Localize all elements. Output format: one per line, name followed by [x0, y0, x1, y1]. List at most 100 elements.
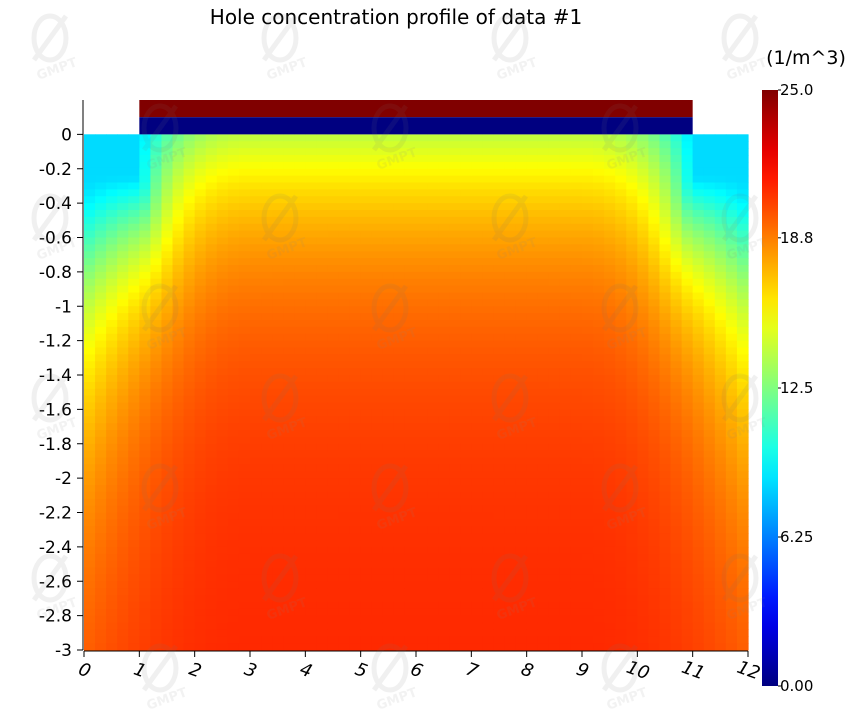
heatmap-cell: [205, 485, 218, 493]
heatmap-cell: [117, 326, 129, 335]
y-tick-label: -1.6: [39, 400, 72, 420]
heatmap-cell: [327, 430, 340, 438]
heatmap-cell: [692, 299, 705, 307]
heatmap-cell: [416, 271, 428, 280]
heatmap-cell: [593, 196, 605, 204]
heatmap-cell: [294, 430, 306, 438]
heatmap-cell: [582, 512, 594, 520]
heatmap-cell: [582, 450, 594, 459]
heatmap-cell: [261, 608, 273, 617]
heatmap-cell: [316, 546, 329, 555]
heatmap-cell: [316, 265, 329, 273]
heatmap-cell: [648, 443, 661, 452]
heatmap-cell: [493, 388, 506, 397]
heatmap-cell: [626, 354, 638, 362]
heatmap-cell: [416, 148, 428, 156]
heatmap-cell: [670, 381, 683, 390]
heatmap-cell: [139, 237, 151, 245]
heatmap-cell: [438, 608, 450, 617]
heatmap-cell: [250, 560, 262, 569]
heatmap-cell: [139, 388, 151, 397]
heatmap-cell: [393, 333, 406, 342]
heatmap-cell: [95, 595, 107, 603]
heatmap-cell: [438, 313, 450, 321]
heatmap-cell: [670, 148, 683, 156]
heatmap-cell: [493, 320, 506, 328]
heatmap-cell: [382, 402, 395, 410]
heatmap-cell: [438, 601, 450, 610]
heatmap-cell: [548, 588, 561, 596]
heatmap-cell: [194, 368, 207, 376]
heatmap-cell: [515, 409, 528, 417]
heatmap-cell: [261, 409, 273, 417]
heatmap-cell: [515, 395, 528, 404]
heatmap-cell: [261, 141, 273, 149]
heatmap-cell: [570, 395, 583, 404]
heatmap-cell: [703, 278, 716, 287]
heatmap-cell: [139, 244, 151, 252]
heatmap-cell: [714, 402, 727, 410]
heatmap-cell: [216, 168, 229, 177]
heatmap-cell: [416, 182, 428, 190]
heatmap-cell: [316, 581, 329, 589]
heatmap-cell: [593, 430, 605, 438]
heatmap-cell: [305, 340, 317, 349]
heatmap-cell: [659, 402, 672, 410]
heatmap-cell: [703, 361, 716, 369]
heatmap-cell: [559, 175, 572, 184]
heatmap-cell: [161, 299, 174, 307]
heatmap-cell: [338, 430, 351, 438]
heatmap-cell: [349, 340, 362, 349]
heatmap-cell: [460, 196, 472, 204]
heatmap-cell: [582, 223, 594, 232]
heatmap-cell: [316, 292, 329, 300]
heatmap-cell: [404, 175, 417, 184]
heatmap-cell: [725, 512, 738, 520]
heatmap-cell: [570, 381, 583, 390]
heatmap-cell: [84, 203, 96, 211]
heatmap-cell: [416, 381, 428, 390]
heatmap-cell: [393, 237, 406, 245]
heatmap-cell: [238, 161, 251, 170]
heatmap-cell: [438, 340, 450, 349]
heatmap-cell: [128, 388, 140, 397]
heatmap-cell: [404, 237, 417, 245]
heatmap-cell: [493, 182, 506, 190]
heatmap-cell: [416, 546, 428, 555]
heatmap-cell: [238, 450, 251, 459]
heatmap-cell: [427, 375, 439, 383]
heatmap-cell: [183, 436, 196, 445]
heatmap-cell: [570, 278, 583, 287]
heatmap-cell: [272, 519, 284, 527]
heatmap-cell: [725, 299, 738, 307]
heatmap-cell: [261, 567, 273, 575]
heatmap-cell: [316, 306, 329, 314]
heatmap-cell: [382, 526, 395, 534]
heatmap-cell: [692, 608, 705, 617]
heatmap-cell: [593, 540, 605, 548]
heatmap-cell: [482, 402, 495, 410]
heatmap-cell: [526, 155, 539, 163]
heatmap-cell: [471, 540, 483, 548]
heatmap-cell: [250, 326, 262, 335]
heatmap-cell: [194, 203, 207, 211]
heatmap-cell: [725, 271, 738, 280]
heatmap-cell: [294, 347, 306, 355]
heatmap-cell: [139, 450, 151, 459]
heatmap-cell: [449, 423, 461, 431]
heatmap-cell: [593, 258, 605, 266]
heatmap-cell: [648, 395, 661, 404]
heatmap-cell: [504, 443, 517, 452]
heatmap-cell: [327, 526, 340, 534]
heatmap-cell: [393, 560, 406, 569]
heatmap-cell: [393, 292, 406, 300]
heatmap-cell: [338, 436, 351, 445]
heatmap-cell: [493, 629, 506, 637]
x-tick-label: 8: [518, 659, 536, 683]
heatmap-cell: [736, 560, 749, 569]
heatmap-cell: [493, 491, 506, 500]
heatmap-cell: [582, 491, 594, 500]
heatmap-cell: [725, 423, 738, 431]
heatmap-cell: [95, 320, 107, 328]
heatmap-cell: [172, 175, 185, 184]
